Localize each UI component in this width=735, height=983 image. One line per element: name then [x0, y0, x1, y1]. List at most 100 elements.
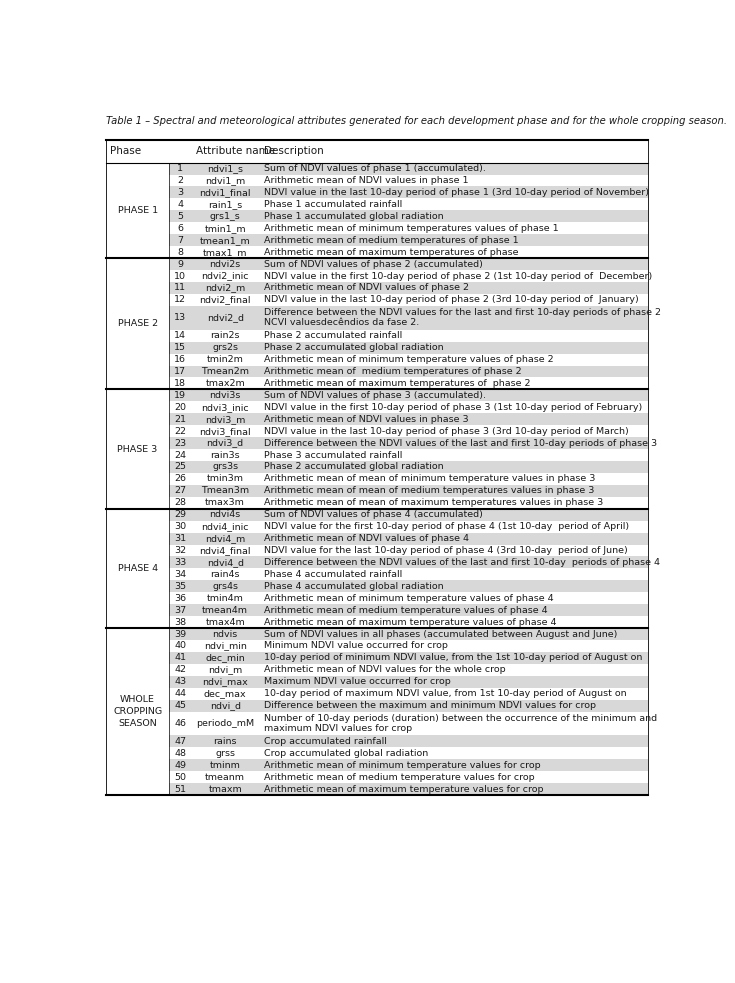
Text: 20: 20 — [174, 403, 186, 412]
Bar — [106, 413, 169, 426]
Text: 51: 51 — [174, 784, 186, 793]
Text: ndvi4_m: ndvi4_m — [205, 534, 245, 543]
Text: Phase 2 accumulated rainfall: Phase 2 accumulated rainfall — [264, 331, 402, 340]
Bar — [169, 735, 648, 747]
Text: Arithmetic mean of minimum temperature values of phase 2: Arithmetic mean of minimum temperature v… — [264, 355, 553, 364]
Bar — [169, 210, 648, 222]
Text: 21: 21 — [174, 415, 186, 424]
Bar — [169, 401, 648, 413]
Bar — [106, 605, 169, 616]
Text: 27: 27 — [174, 487, 186, 495]
Text: Attribute name: Attribute name — [196, 146, 275, 156]
Text: grs2s: grs2s — [212, 343, 238, 352]
Text: 42: 42 — [174, 665, 186, 674]
Bar — [106, 735, 169, 747]
Bar — [106, 509, 169, 521]
Text: Description: Description — [264, 146, 323, 156]
Bar — [106, 533, 169, 545]
Bar — [106, 246, 169, 259]
Text: 22: 22 — [174, 427, 186, 435]
Text: 1: 1 — [177, 164, 183, 173]
Bar — [106, 700, 169, 712]
Bar — [169, 712, 648, 735]
Bar — [106, 676, 169, 688]
Text: periodo_mM: periodo_mM — [196, 720, 254, 728]
Text: ndvi_min: ndvi_min — [204, 642, 247, 651]
Text: 5: 5 — [177, 211, 183, 221]
Bar — [106, 234, 169, 246]
Bar — [169, 187, 648, 199]
Bar — [106, 401, 169, 413]
Bar — [169, 222, 648, 234]
Text: rain3s: rain3s — [210, 450, 240, 459]
Text: Arithmetic mean of mean of maximum temperatures values in phase 3: Arithmetic mean of mean of maximum tempe… — [264, 498, 603, 507]
Text: tminm: tminm — [209, 761, 240, 770]
Text: 2: 2 — [177, 176, 183, 185]
Text: Phase 3 accumulated rainfall: Phase 3 accumulated rainfall — [264, 450, 402, 459]
Bar — [106, 259, 169, 270]
Text: 18: 18 — [174, 378, 186, 388]
Bar — [106, 199, 169, 210]
Bar — [169, 568, 648, 580]
Text: 39: 39 — [174, 629, 186, 639]
Text: 47: 47 — [174, 737, 186, 746]
Text: Number of 10-day periods (duration) between the occurrence of the minimum and
ma: Number of 10-day periods (duration) betw… — [264, 714, 657, 733]
Bar — [169, 688, 648, 700]
Text: 3: 3 — [177, 188, 183, 197]
Text: grs3s: grs3s — [212, 462, 238, 472]
Bar — [169, 760, 648, 772]
Text: Arithmetic mean of maximum temperature values for crop: Arithmetic mean of maximum temperature v… — [264, 784, 543, 793]
Text: 25: 25 — [174, 462, 186, 472]
Text: ndvi2_final: ndvi2_final — [199, 295, 251, 305]
Text: 44: 44 — [174, 689, 186, 698]
Text: 10-day period of minimum NDVI value, from the 1st 10-day period of August on: 10-day period of minimum NDVI value, fro… — [264, 654, 642, 663]
Text: tmeanm: tmeanm — [205, 773, 245, 781]
Bar — [169, 772, 648, 783]
Bar — [169, 496, 648, 509]
Bar — [169, 354, 648, 366]
Text: 38: 38 — [174, 617, 186, 626]
Bar — [106, 306, 169, 329]
Text: ndvi3_d: ndvi3_d — [207, 438, 244, 447]
Text: NDVI value in the last 10-day period of phase 3 (3rd 10-day period of March): NDVI value in the last 10-day period of … — [264, 427, 628, 435]
Text: tmin1_m: tmin1_m — [204, 224, 246, 233]
Text: WHOLE
CROPPING
SEASON: WHOLE CROPPING SEASON — [113, 695, 162, 728]
Bar — [169, 521, 648, 533]
Text: Difference between the maximum and minimum NDVI values for crop: Difference between the maximum and minim… — [264, 701, 596, 710]
Text: 46: 46 — [174, 720, 186, 728]
Text: Phase 1 accumulated global radiation: Phase 1 accumulated global radiation — [264, 211, 443, 221]
Bar — [106, 377, 169, 389]
Text: 49: 49 — [174, 761, 186, 770]
Text: tmin3m: tmin3m — [207, 475, 244, 484]
Text: Arithmetic mean of minimum temperature values for crop: Arithmetic mean of minimum temperature v… — [264, 761, 540, 770]
Text: ndvi3_final: ndvi3_final — [199, 427, 251, 435]
Bar — [169, 234, 648, 246]
Text: Tmean2m: Tmean2m — [201, 367, 249, 376]
Bar — [106, 760, 169, 772]
Text: NDVI value in the last 10-day period of phase 2 (3rd 10-day period of  January): NDVI value in the last 10-day period of … — [264, 295, 639, 305]
Text: Arithmetic mean of NDVI values of phase 4: Arithmetic mean of NDVI values of phase … — [264, 534, 469, 543]
Text: ndvi2_d: ndvi2_d — [207, 314, 244, 322]
Bar — [169, 605, 648, 616]
Text: grss: grss — [215, 749, 235, 758]
Text: ndvi_max: ndvi_max — [202, 677, 248, 686]
Bar — [169, 461, 648, 473]
Bar — [169, 747, 648, 760]
Text: 40: 40 — [174, 642, 186, 651]
Text: Crop accumulated global radiation: Crop accumulated global radiation — [264, 749, 429, 758]
Bar — [106, 162, 169, 175]
Bar — [169, 556, 648, 568]
Text: 43: 43 — [174, 677, 186, 686]
Text: 30: 30 — [174, 522, 186, 531]
Text: Sum of NDVI values of phase 2 (accumulated): Sum of NDVI values of phase 2 (accumulat… — [264, 260, 483, 268]
Text: 37: 37 — [174, 606, 186, 614]
Text: ndvi3_inic: ndvi3_inic — [201, 403, 249, 412]
Bar — [169, 640, 648, 652]
Bar — [106, 342, 169, 354]
Text: tmax1_m: tmax1_m — [203, 248, 248, 257]
Text: rain4s: rain4s — [210, 570, 240, 579]
Text: NDVI value in the last 10-day period of phase 1 (3rd 10-day period of November): NDVI value in the last 10-day period of … — [264, 188, 649, 197]
Text: ndvi2s: ndvi2s — [209, 260, 241, 268]
Text: 7: 7 — [177, 236, 183, 245]
Text: 32: 32 — [174, 546, 186, 555]
